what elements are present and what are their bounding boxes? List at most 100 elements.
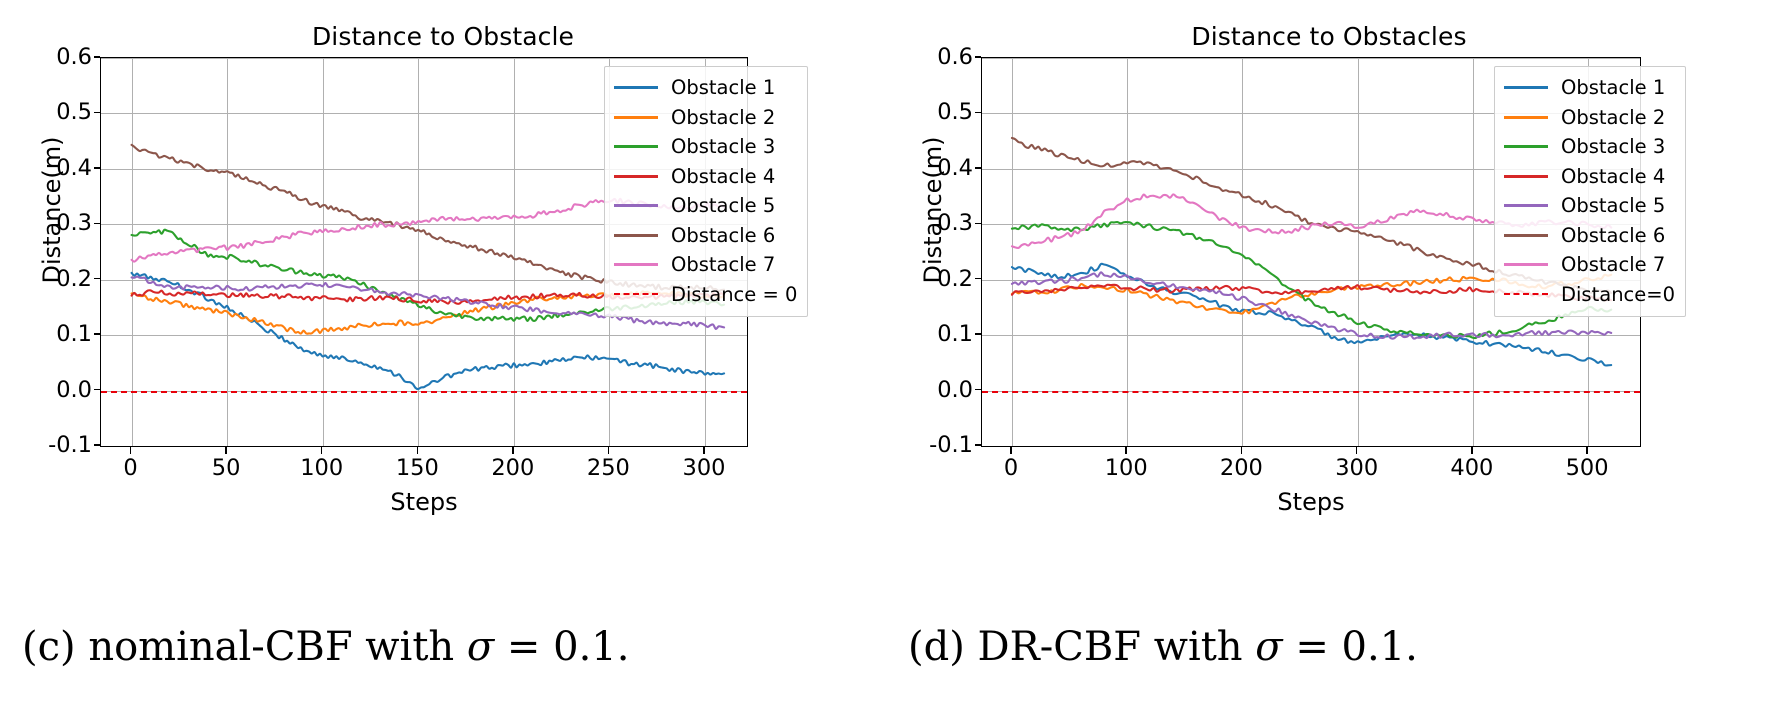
ytick-mark <box>974 333 981 335</box>
legend-item[interactable]: Obstacle 7 <box>1504 250 1675 280</box>
legend-item-label: Obstacle 1 <box>671 76 776 99</box>
legend-color-swatch <box>614 204 658 208</box>
legend-item-label: Obstacle 3 <box>1561 135 1666 158</box>
caption-d-prefix: (d) DR-CBF with <box>908 624 1256 670</box>
caption-d-suffix: = 0.1. <box>1282 624 1418 670</box>
legend-item[interactable]: Obstacle 4 <box>1504 162 1675 192</box>
panel-d-ytick-labels: -0.1 0.0 0.1 0.2 0.3 0.4 0.5 0.6 <box>903 44 973 458</box>
panel-c-ytick-marks <box>93 56 101 447</box>
ytick-label: 0.5 <box>937 99 973 126</box>
legend-item[interactable]: Obstacle 4 <box>614 162 797 192</box>
legend-item[interactable]: Distance=0 <box>1504 280 1675 310</box>
xtick-mark <box>1010 447 1012 454</box>
ytick-label: 0.4 <box>937 154 973 181</box>
panel-c-xtick-marks <box>100 447 748 455</box>
xtick-label: 150 <box>395 455 439 481</box>
panel-c-xtick-labels: 0 50 100 150 200 250 300 <box>100 447 748 487</box>
caption-d-sigma: σ <box>1255 624 1283 670</box>
xtick-mark <box>1125 447 1127 454</box>
ytick-label: -0.1 <box>929 432 973 458</box>
legend-item-label: Obstacle 6 <box>671 223 776 247</box>
panel-d: Distance to Obstacles Distance(m) -0.1 0.… <box>886 0 1772 620</box>
xtick-mark <box>320 447 323 454</box>
legend-item[interactable]: Obstacle 2 <box>1504 103 1675 133</box>
legend-color-swatch <box>614 145 658 149</box>
xtick-label: 300 <box>682 455 726 481</box>
legend-item[interactable]: Obstacle 5 <box>614 191 797 221</box>
series-line <box>1010 271 1613 340</box>
panel-d-xtick-labels: 0 100 200 300 400 500 <box>981 447 1641 487</box>
caption-c-prefix: (c) nominal-CBF with <box>22 624 467 670</box>
xtick-label: 400 <box>1450 455 1494 481</box>
ytick-mark <box>93 388 100 391</box>
panel-c-ytick-labels: -0.1 0.0 0.1 0.2 0.3 0.4 0.5 0.6 <box>22 44 92 458</box>
legend-item[interactable]: Obstacle 7 <box>614 250 797 280</box>
xtick-mark <box>607 447 610 454</box>
gridline-horizontal <box>101 168 747 170</box>
gridline-horizontal <box>101 113 747 115</box>
xtick-label: 250 <box>586 455 630 481</box>
series-line <box>130 271 726 391</box>
xtick-label: 300 <box>1335 455 1379 481</box>
legend-item[interactable]: Obstacle 3 <box>1504 132 1675 162</box>
gridline-horizontal <box>982 58 1640 59</box>
xtick-label: 200 <box>491 455 535 481</box>
ytick-label: 0.5 <box>56 99 92 126</box>
panel-d-xtick-marks <box>981 447 1641 455</box>
legend-item[interactable]: Obstacle 2 <box>614 103 797 133</box>
ytick-mark <box>93 56 100 58</box>
xtick-label: 100 <box>1104 455 1148 481</box>
xtick-mark <box>1471 447 1473 454</box>
gridline-vertical <box>1242 58 1244 446</box>
legend-color-swatch <box>614 115 658 119</box>
ytick-mark <box>974 111 981 114</box>
ytick-mark <box>93 222 100 225</box>
gridline-vertical <box>131 58 133 446</box>
ytick-label: 0.3 <box>937 210 973 237</box>
ytick-label: -0.1 <box>48 432 92 458</box>
legend-color-swatch <box>1504 115 1548 119</box>
legend-item-label: Obstacle 7 <box>671 253 776 276</box>
ytick-label: 0.3 <box>56 210 92 237</box>
xtick-label: 500 <box>1565 455 1609 481</box>
figure-row: Distance to Obstacle Distance(m) -0.1 0.0… <box>22 0 1772 620</box>
xtick-mark <box>129 447 132 454</box>
ytick-mark <box>93 333 100 335</box>
legend-item[interactable]: Obstacle 6 <box>1504 221 1675 251</box>
legend-item[interactable]: Distance = 0 <box>614 280 797 310</box>
series-line <box>130 275 726 330</box>
zero-reference-line <box>982 390 1640 393</box>
panel-d-ylabel-host: Distance(m) <box>886 0 947 283</box>
xtick-mark <box>703 447 705 454</box>
gridline-horizontal <box>101 224 747 226</box>
legend-item-label: Obstacle 7 <box>1561 253 1666 276</box>
legend-color-swatch <box>614 233 658 237</box>
ytick-label: 0.2 <box>56 265 92 292</box>
gridline-vertical <box>227 58 229 446</box>
panel-c-xlabel: Steps <box>390 488 458 516</box>
legend-item[interactable]: Obstacle 1 <box>614 73 797 103</box>
legend-item-label: Obstacle 5 <box>671 194 776 217</box>
legend-color-swatch <box>1504 204 1548 208</box>
legend-item[interactable]: Obstacle 3 <box>614 132 797 162</box>
caption-c-suffix: = 0.1. <box>494 624 630 670</box>
legend-item[interactable]: Obstacle 1 <box>1504 73 1675 103</box>
caption-d: (d) DR-CBF with σ = 0.1. <box>886 620 1772 719</box>
gridline-vertical <box>1127 58 1129 446</box>
series-line <box>1010 221 1613 340</box>
legend-color-swatch <box>614 293 658 296</box>
legend-color-swatch <box>614 174 658 178</box>
xtick-label: 0 <box>123 455 138 481</box>
ytick-label: 0.6 <box>937 44 973 70</box>
gridline-vertical <box>513 58 515 446</box>
legend-item-label: Obstacle 4 <box>1561 164 1666 188</box>
legend-item-label: Obstacle 2 <box>1561 105 1666 129</box>
legend-item[interactable]: Obstacle 5 <box>1504 191 1675 221</box>
gridline-vertical <box>1357 58 1359 446</box>
legend-color-swatch <box>1504 263 1548 267</box>
gridline-horizontal <box>982 335 1640 337</box>
legend-item[interactable]: Obstacle 6 <box>614 221 797 251</box>
captions-row: (c) nominal-CBF with σ = 0.1. (d) DR-CBF… <box>0 620 1772 719</box>
gridline-vertical <box>1472 58 1474 446</box>
ytick-mark <box>974 444 981 446</box>
